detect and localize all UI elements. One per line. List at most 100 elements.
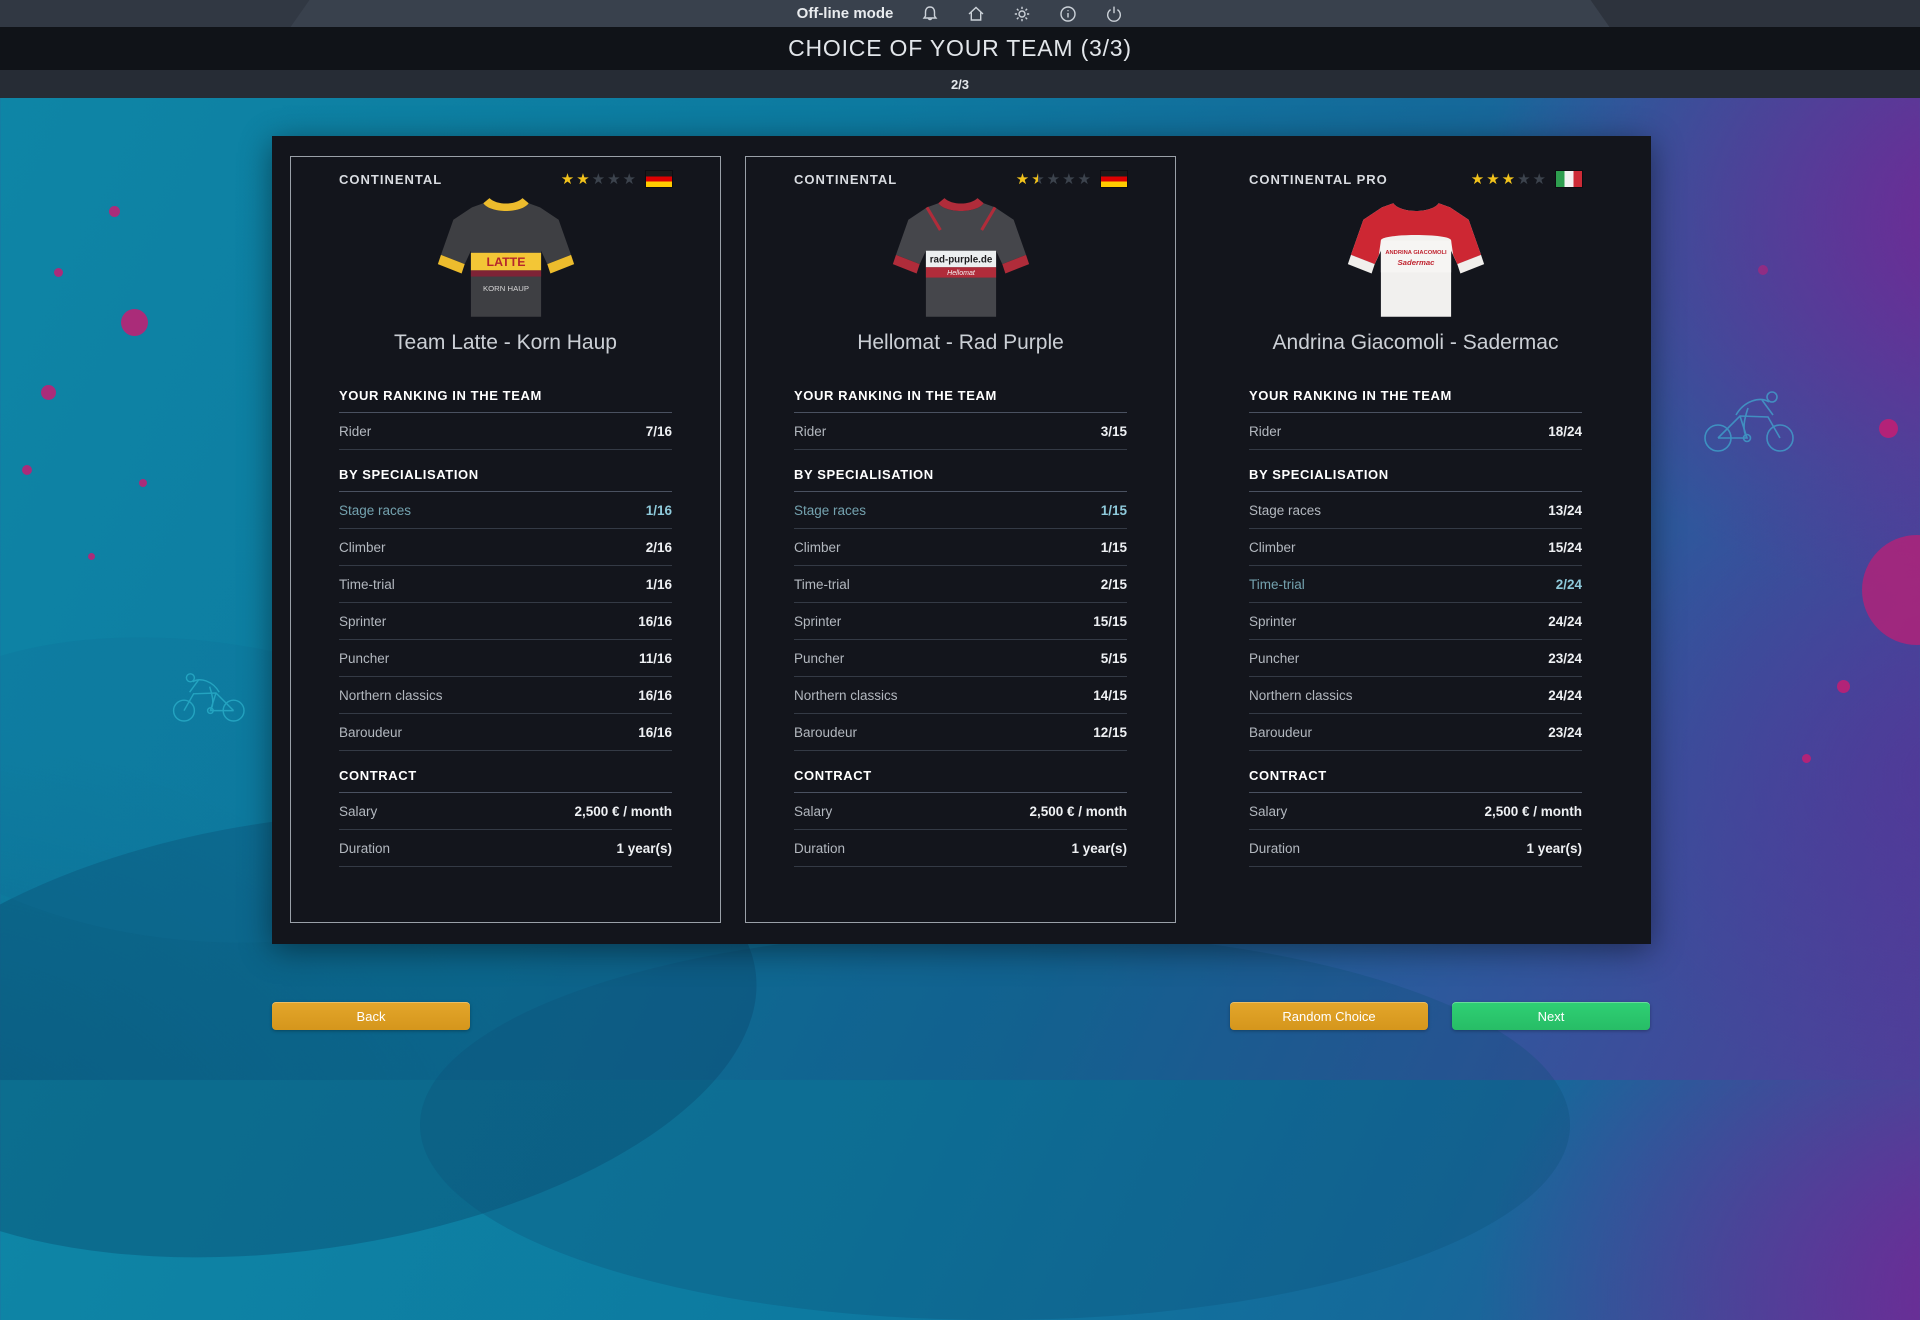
info-icon[interactable] [1058, 4, 1077, 23]
star-icon: ★ [1501, 170, 1516, 188]
spec-value: 2/15 [1100, 576, 1127, 592]
duration-value: 1 year(s) [616, 840, 672, 856]
spec-label: Puncher [794, 650, 845, 666]
spec-row: Stage races 13/24 [1249, 492, 1582, 529]
star-icon: ★ [576, 170, 590, 188]
rider-value: 18/24 [1548, 423, 1582, 439]
section-title-specialisation: BY SPECIALISATION [1249, 450, 1582, 492]
spec-label: Baroudeur [794, 724, 858, 740]
section-title-specialisation: BY SPECIALISATION [339, 450, 672, 492]
spec-row: Northern classics 14/15 [794, 677, 1127, 714]
spec-row: Time-trial 2/24 [1249, 566, 1582, 603]
background-dot [139, 479, 147, 487]
team-jersey: ANDRINA GIACOMOLI Sadermac [1347, 203, 1484, 317]
next-button[interactable]: Next [1452, 1002, 1650, 1030]
rider-rank-row: Rider 7/16 [339, 413, 672, 450]
star-rating: ★ ★ ★ ★ ★ [1016, 172, 1091, 187]
background-dot [88, 553, 95, 560]
flag-italy-icon [1556, 171, 1582, 187]
spec-value: 2/16 [645, 539, 672, 555]
flag-germany-icon [1101, 171, 1127, 187]
page-title: CHOICE OF YOUR TEAM (3/3) [788, 35, 1132, 61]
spec-label: Time-trial [794, 576, 850, 592]
star-icon: ★ [1517, 170, 1531, 188]
spec-label: Climber [794, 539, 841, 555]
random-choice-button[interactable]: Random Choice [1230, 1002, 1428, 1030]
spec-value: 16/16 [638, 687, 672, 703]
salary-label: Salary [339, 803, 378, 819]
spec-row: Climber 1/15 [794, 529, 1127, 566]
star-rating: ★ ★ ★ ★ ★ [561, 172, 636, 187]
spec-value: 1/15 [1100, 539, 1127, 555]
spec-label: Sprinter [339, 613, 387, 629]
salary-row: Salary 2,500 € / month [794, 793, 1127, 830]
spec-row: Sprinter 24/24 [1249, 603, 1582, 640]
spec-value: 24/24 [1548, 687, 1582, 703]
section-title-ranking: YOUR RANKING IN THE TEAM [1249, 371, 1582, 413]
background-dot [54, 268, 63, 277]
title-bar: CHOICE OF YOUR TEAM (3/3) [0, 27, 1920, 70]
background-dot [41, 385, 56, 400]
spec-row: Baroudeur 16/16 [339, 714, 672, 751]
spec-row: Sprinter 15/15 [794, 603, 1127, 640]
spec-value: 1/16 [645, 502, 672, 518]
salary-label: Salary [794, 803, 833, 819]
spec-label: Northern classics [339, 687, 443, 703]
star-icon: ★ [1062, 170, 1076, 188]
star-icon: ★ [1486, 170, 1500, 188]
team-category: CONTINENTAL PRO [1249, 171, 1388, 187]
spec-row: Climber 15/24 [1249, 529, 1582, 566]
background-dot [121, 309, 148, 336]
settings-gear-icon[interactable] [1012, 4, 1031, 23]
salary-label: Salary [1249, 803, 1288, 819]
team-card-2[interactable]: CONTINENTAL ★ ★ ★ ★ ★ rad-purple.de Hellomat… [745, 156, 1176, 923]
rider-rank-row: Rider 18/24 [1249, 413, 1582, 450]
spec-value: 12/15 [1093, 724, 1127, 740]
star-icon: ★ [607, 170, 621, 188]
spec-row: Northern classics 24/24 [1249, 677, 1582, 714]
team-card-1[interactable]: CONTINENTAL ★ ★ ★ ★ ★ LATTE KORN HAUP Team L… [290, 156, 721, 923]
spec-value: 14/15 [1093, 687, 1127, 703]
spec-value: 1/15 [1100, 502, 1127, 518]
star-icon: ★ [1031, 170, 1045, 188]
svg-text:Hellomat: Hellomat [947, 270, 976, 277]
star-icon: ★ [591, 170, 606, 188]
spec-label: Baroudeur [1249, 724, 1313, 740]
background-dot [22, 465, 32, 475]
team-card-3[interactable]: CONTINENTAL PRO ★ ★ ★ ★ ★ ANDRINA GIACOMOLI … [1200, 156, 1631, 923]
star-icon: ★ [1532, 170, 1546, 188]
duration-value: 1 year(s) [1071, 840, 1127, 856]
star-icon: ★ [1046, 170, 1061, 188]
cyclist-silhouette-icon [172, 673, 245, 722]
notifications-bell-icon[interactable] [920, 4, 939, 23]
spec-label: Northern classics [794, 687, 898, 703]
duration-label: Duration [1249, 840, 1301, 856]
spec-value: 15/24 [1548, 539, 1582, 555]
spec-label: Sprinter [1249, 613, 1297, 629]
spec-value: 15/15 [1093, 613, 1127, 629]
section-title-ranking: YOUR RANKING IN THE TEAM [794, 371, 1127, 413]
cyclist-silhouette-icon [1704, 391, 1794, 452]
spec-row: Time-trial 1/16 [339, 566, 672, 603]
spec-label: Time-trial [339, 576, 395, 592]
top-bar: Off-line mode [0, 0, 1920, 27]
team-name: Hellomat - Rad Purple [857, 331, 1064, 354]
team-jersey: LATTE KORN HAUP [437, 198, 574, 317]
back-button[interactable]: Back [272, 1002, 470, 1030]
team-choice-panel: CONTINENTAL ★ ★ ★ ★ ★ LATTE KORN HAUP Team L… [272, 136, 1651, 944]
home-icon[interactable] [966, 4, 985, 23]
duration-row: Duration 1 year(s) [794, 830, 1127, 867]
spec-label: Sprinter [794, 613, 842, 629]
svg-text:Sadermac: Sadermac [1397, 258, 1435, 267]
spec-label: Time-trial [1249, 576, 1305, 592]
power-icon[interactable] [1104, 4, 1123, 23]
spec-row: Climber 2/16 [339, 529, 672, 566]
rider-label: Rider [1249, 423, 1282, 439]
spec-value: 5/15 [1100, 650, 1127, 666]
spec-value: 16/16 [638, 724, 672, 740]
spec-value: 1/16 [645, 576, 672, 592]
star-icon: ★ [622, 170, 636, 188]
spec-row: Northern classics 16/16 [339, 677, 672, 714]
step-indicator: 2/3 [950, 76, 970, 92]
rider-label: Rider [339, 423, 372, 439]
